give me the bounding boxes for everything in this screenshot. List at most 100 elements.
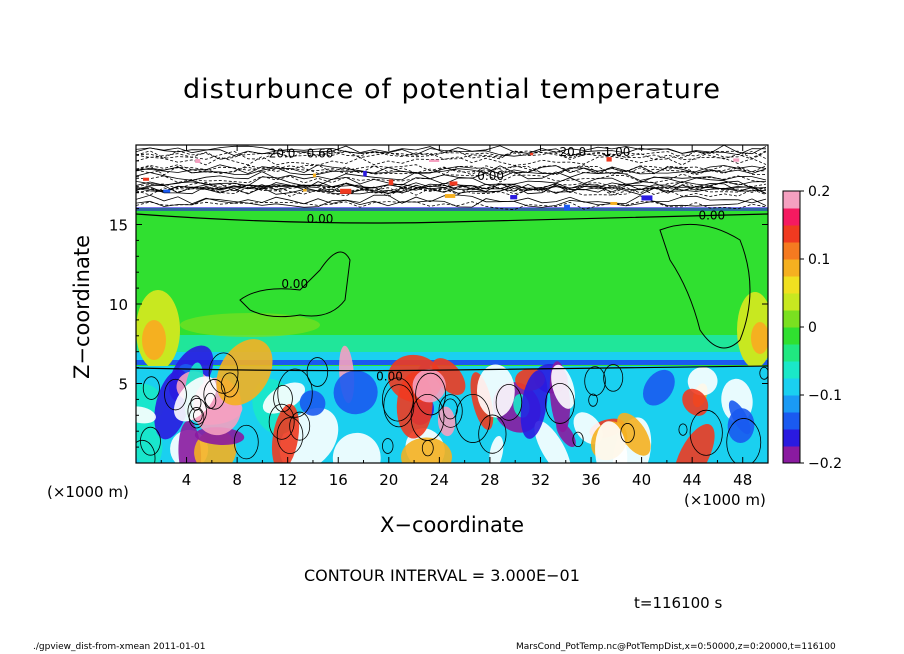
upper-contour-line (136, 145, 767, 155)
eddy-contour (678, 423, 688, 436)
eddy-blob (262, 382, 306, 414)
x-tick-label: 4 (182, 471, 192, 489)
upper-color-patch (163, 189, 171, 193)
field-upper-edge (136, 207, 768, 211)
eddy-contour (415, 372, 446, 416)
colorbar: 0.2 0.1 0 −0.1 −0.2 (782, 184, 842, 472)
warm-core-left (142, 320, 166, 360)
upper-color-patch (312, 173, 316, 178)
eddy-blob (412, 369, 446, 403)
upper-contour-line (136, 201, 767, 211)
upper-contour-line (136, 185, 767, 196)
eddy-contour (268, 403, 295, 440)
eddy-contour (455, 393, 491, 443)
colorbar-swatch (783, 276, 800, 294)
contour-label: 1.00 (604, 145, 631, 159)
upper-contour-line (136, 183, 767, 194)
eddy-blob (595, 421, 628, 463)
contour-labels: 0.00 0.00 0.00 0.00 0.00 20.0 0.60 20.0 1.00 (269, 145, 725, 383)
upper-contour-line (136, 150, 767, 160)
eddy-blob (643, 369, 675, 406)
upper-color-patch (733, 158, 740, 162)
x-tick-label: 12 (278, 471, 297, 489)
x-tick-label: 28 (480, 471, 499, 489)
upper-contour-line (136, 150, 767, 160)
eddy-blob (178, 420, 202, 463)
eddy-blob (136, 410, 163, 463)
contour-interval-label: CONTOUR INTERVAL = 3.000E−01 (304, 566, 580, 585)
eddy-contour (726, 418, 762, 463)
upper-contour-line (136, 185, 767, 196)
eddy-contour (203, 379, 226, 410)
footer-data-label: MarsCond_PotTemp.nc@PotTempDist,x=0:5000… (516, 642, 836, 652)
upper-color-patch (530, 152, 534, 156)
upper-color-patch (340, 188, 352, 194)
x-axis-ticks: 4 8 12 16 20 24 28 32 36 40 44 48 (160, 145, 752, 489)
upper-contour-line (136, 198, 767, 208)
y-tick-label: 15 (109, 217, 128, 235)
contour-line (136, 365, 768, 372)
x-tick-label: 20 (379, 471, 398, 489)
contour-label: 0.00 (376, 369, 403, 383)
eddy-contour (277, 368, 313, 418)
colorbar-swatch (783, 191, 800, 209)
x-axis-label: X−coordinate (380, 513, 524, 537)
eddy-contour (603, 364, 624, 392)
colorbar-tick-label: −0.2 (808, 456, 842, 472)
eddy-contour (759, 366, 768, 380)
colorbar-swatch (783, 361, 800, 379)
eddy-contour (382, 438, 394, 454)
contour-line (136, 213, 768, 224)
colorbar-swatch (783, 412, 800, 430)
eddy-blob (401, 437, 453, 463)
eddy-blob (727, 408, 755, 443)
chart-title: disturbunce of potential temperature (183, 74, 721, 105)
eddy-blob (534, 420, 571, 463)
upper-color-patch (388, 179, 394, 186)
eddy-blob (687, 366, 718, 396)
upper-contour-line (136, 165, 767, 176)
contour-label: 0.00 (477, 169, 504, 183)
upper-color-patch (641, 195, 653, 201)
colorbar-swatch (783, 310, 800, 328)
turbulent-eddies (136, 339, 768, 463)
upper-color-patch (449, 181, 458, 186)
eddy-contour (584, 366, 606, 396)
eddy-contour (495, 384, 523, 421)
eddy-contour (273, 384, 293, 413)
eddy-contour (478, 414, 507, 454)
eddy-contour (442, 398, 458, 420)
upper-contour-line (136, 187, 767, 197)
eddy-blob (299, 390, 326, 416)
eddy-blob (682, 388, 709, 416)
colorbar-tick-label: 0 (808, 320, 817, 336)
heatmap-field (136, 145, 768, 463)
eddy-contour (233, 424, 259, 460)
colorbar-tick-label: 0.1 (808, 252, 830, 268)
warm-core-right (751, 322, 768, 354)
colorbar-swatch (783, 327, 800, 345)
eddy-contour (193, 408, 203, 423)
eddy-contour (306, 357, 329, 387)
colorbar-swatch (783, 242, 800, 260)
eddy-contour (142, 376, 160, 400)
eddy-contour (276, 417, 304, 454)
eddy-blob (556, 421, 576, 448)
eddy-contour (136, 439, 156, 463)
x-tick-label: 44 (683, 471, 702, 489)
eddy-contour (421, 440, 434, 457)
colorbar-swatch (783, 429, 800, 447)
y-tick-label: 5 (118, 376, 128, 394)
eddy-blob (333, 370, 378, 415)
contour-label: 0.60 (307, 147, 334, 161)
upper-color-patch (564, 204, 570, 211)
eddy-contour (140, 426, 161, 456)
eddy-contour (188, 407, 205, 429)
upper-contour-line (136, 164, 767, 174)
eddy-contour (438, 394, 463, 428)
eddy-contour (588, 393, 598, 407)
time-label: t=116100 s (634, 594, 723, 612)
x-tick-label: 36 (581, 471, 600, 489)
upper-contour-line (136, 150, 767, 161)
